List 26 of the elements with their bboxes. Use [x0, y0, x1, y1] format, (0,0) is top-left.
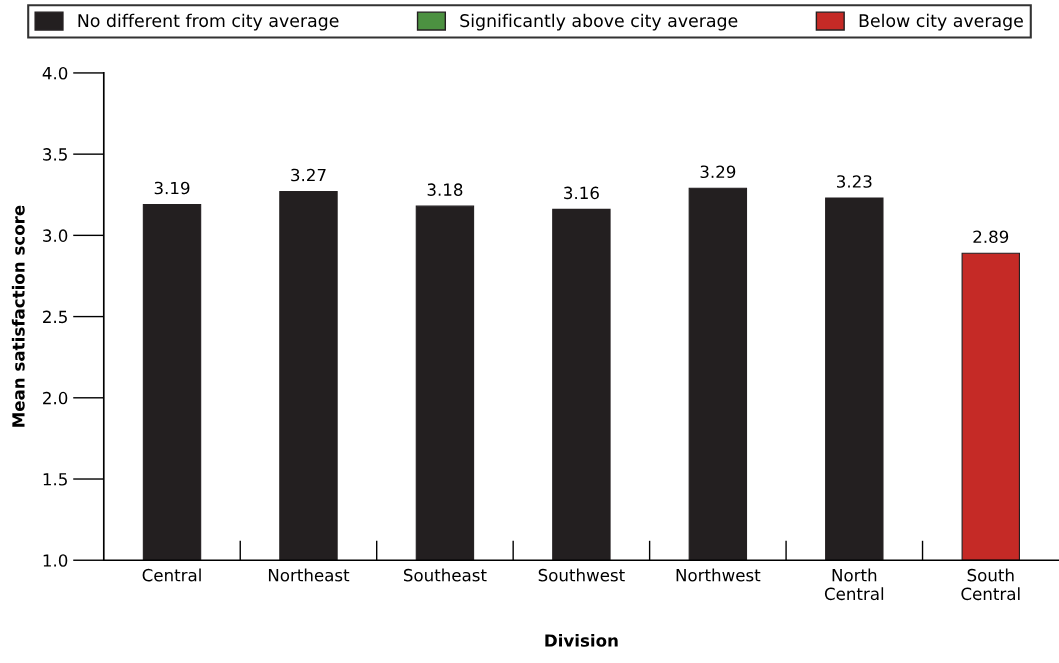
text: 2.0 — [43, 391, 68, 405]
legend-label: Below city average — [859, 13, 1023, 31]
y-axis-title: Mean satisfaction score — [11, 205, 25, 427]
data-label: 3.23 — [837, 175, 872, 188]
x-tick-label: South Central — [961, 568, 1020, 601]
text: 2.5 — [43, 310, 67, 324]
x-tick-label: Northwest — [676, 568, 761, 582]
text: 1.0 — [43, 554, 68, 567]
text: 4.0 — [42, 66, 68, 80]
text: 3.5 — [43, 148, 67, 161]
text: 3.0 — [43, 229, 68, 242]
x-tick-label: North Central — [824, 568, 884, 601]
data-label: 3.19 — [154, 181, 190, 195]
data-label: 2.89 — [973, 230, 1009, 244]
x-tick-label: Central — [142, 568, 201, 582]
data-label: 3.18 — [427, 183, 463, 196]
x-tick-label: Southwest — [538, 568, 625, 582]
legend-label: No different from city average — [78, 13, 339, 31]
x-tick-label: Southeast — [403, 568, 487, 582]
legend-label: Significantly above city average — [460, 13, 738, 31]
text: 1.5 — [43, 473, 67, 486]
data-label: 3.27 — [291, 168, 326, 182]
x-axis-title: Division — [545, 633, 618, 647]
x-tick-label: Northeast — [268, 568, 350, 582]
data-label: 3.29 — [700, 165, 736, 179]
data-label: 3.16 — [564, 186, 599, 200]
